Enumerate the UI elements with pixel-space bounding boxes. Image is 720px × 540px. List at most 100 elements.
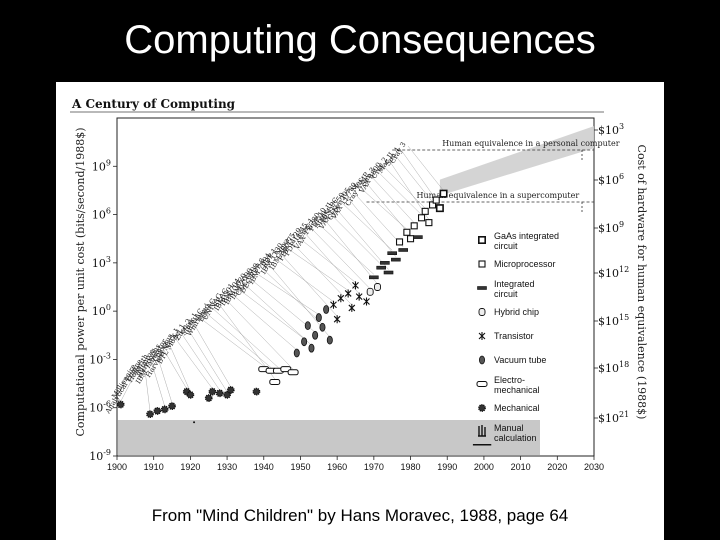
point-mechanical [153, 407, 162, 415]
leader-line [272, 256, 334, 302]
point-hybrid-chip [366, 287, 374, 296]
leader-line [120, 367, 139, 402]
transistor-symbol-icon [478, 332, 486, 340]
y-axis-label: Computational power per unit cost (bits/… [74, 127, 87, 436]
leader-line [334, 206, 389, 270]
stray-mark [193, 421, 196, 424]
human-equivalence-label: Human equivalence in a personal computer [442, 139, 620, 148]
x-tick-label: 1910 [144, 462, 164, 472]
point-vacuum-tube [312, 330, 319, 340]
point-microprocessor [432, 196, 440, 204]
x-tick-label: 1960 [327, 462, 347, 472]
x-tick-label: 1980 [401, 462, 421, 472]
chart-svg: A Century of Computing Human equivalence… [70, 97, 648, 472]
legend-label: Integrated circuit [494, 279, 535, 299]
point-integrated-circuit [380, 261, 390, 265]
leader-line [211, 307, 279, 368]
x-tick-label: 1930 [217, 462, 237, 472]
y-tick-label: 106 [92, 207, 111, 222]
point-transistor [363, 297, 370, 306]
point-integrated-circuit [383, 270, 394, 275]
legend-label: Transistor [494, 331, 534, 341]
point-gaas [435, 204, 444, 213]
x-tick-label: 2010 [511, 462, 531, 472]
x-tick-label: 1920 [180, 462, 200, 472]
leader-line [236, 287, 305, 339]
point-transistor [333, 315, 341, 324]
leader-line [401, 150, 441, 206]
leader-line [309, 226, 371, 289]
leader-line [174, 337, 213, 389]
leader-line [346, 196, 396, 257]
legend-item: Hybrid chip [478, 307, 539, 317]
legend-label: Vacuum tube [494, 355, 546, 365]
leader-line [186, 327, 228, 392]
figure-caption: From "Mind Children" by Hans Moravec, 19… [151, 506, 569, 525]
leader-line [291, 241, 352, 306]
legend-item: Mechanical [478, 403, 540, 413]
point-transistor [330, 300, 337, 309]
y2-tick-label: $1012 [598, 265, 629, 280]
legend-label: Electro-mechanical [494, 375, 540, 395]
leader-line [321, 216, 378, 285]
vacuum-tube-icon [478, 355, 485, 365]
point-microprocessor [417, 214, 426, 222]
point-integrated-circuit [376, 265, 386, 270]
point-vacuum-tube [308, 343, 315, 353]
integrated-circuit-bar-icon [477, 286, 487, 290]
y-tick-label: 10-9 [89, 448, 111, 463]
leader-line [150, 357, 165, 407]
point-integrated-circuit [398, 248, 409, 252]
point-integrated-circuit [391, 257, 401, 262]
x-tick-label: 1940 [254, 462, 274, 472]
human-equivalence-label: Human equivalence in a supercomputer [417, 191, 580, 200]
point-microprocessor [421, 207, 429, 215]
point-transistor [337, 294, 345, 303]
point-microprocessor [429, 201, 437, 209]
point-transistor [355, 292, 363, 301]
y2-tick-label: $103 [598, 122, 624, 137]
point-mechanical [215, 389, 224, 398]
point-gaas [439, 189, 448, 198]
point-transistor [352, 281, 359, 290]
projection-band [439, 126, 594, 196]
legend-item: Electro-mechanical [476, 375, 540, 395]
x-tick-label: 1970 [364, 462, 384, 472]
point-mechanical [116, 400, 125, 409]
point-vacuum-tube [304, 321, 311, 331]
leader-line [168, 342, 191, 392]
y2-tick-label: $1015 [598, 313, 629, 328]
y2-tick-label: $106 [598, 172, 624, 187]
point-vacuum-tube [301, 337, 308, 347]
gear-icon [478, 404, 486, 412]
microprocessor-square-icon [478, 260, 486, 268]
relay-symbol-icon [476, 381, 488, 387]
projection-band-shape [439, 126, 594, 196]
x-tick-label: 2000 [474, 462, 494, 472]
point-vacuum-tube [315, 313, 322, 322]
legend-label: Hybrid chip [494, 307, 539, 317]
leader-line [328, 211, 382, 265]
point-microprocessor [425, 219, 433, 227]
legend-label: Microprocessor [494, 259, 556, 269]
leader-line [242, 282, 312, 346]
point-vacuum-tube [293, 348, 300, 358]
manual-calculation-band [118, 420, 540, 455]
legend-item: Transistor [478, 331, 534, 341]
chart-figure: A Century of Computing Human equivalence… [56, 82, 664, 540]
point-mechanical [160, 405, 169, 414]
point-electro-mechanical [269, 378, 281, 385]
legend-item: GaAs integrated circuit [477, 231, 559, 251]
point-electro-mechanical [287, 369, 299, 376]
leader-line [193, 322, 231, 388]
legend-item: Vacuum tube [478, 355, 546, 365]
leader-line [358, 186, 407, 230]
leader-line [383, 166, 426, 209]
point-mechanical [208, 387, 217, 396]
leader-line [395, 155, 433, 203]
point-vacuum-tube [326, 335, 333, 345]
leader-line [254, 271, 319, 315]
leader-line [340, 201, 393, 251]
leader-line [223, 297, 294, 370]
leader-line [315, 221, 374, 275]
